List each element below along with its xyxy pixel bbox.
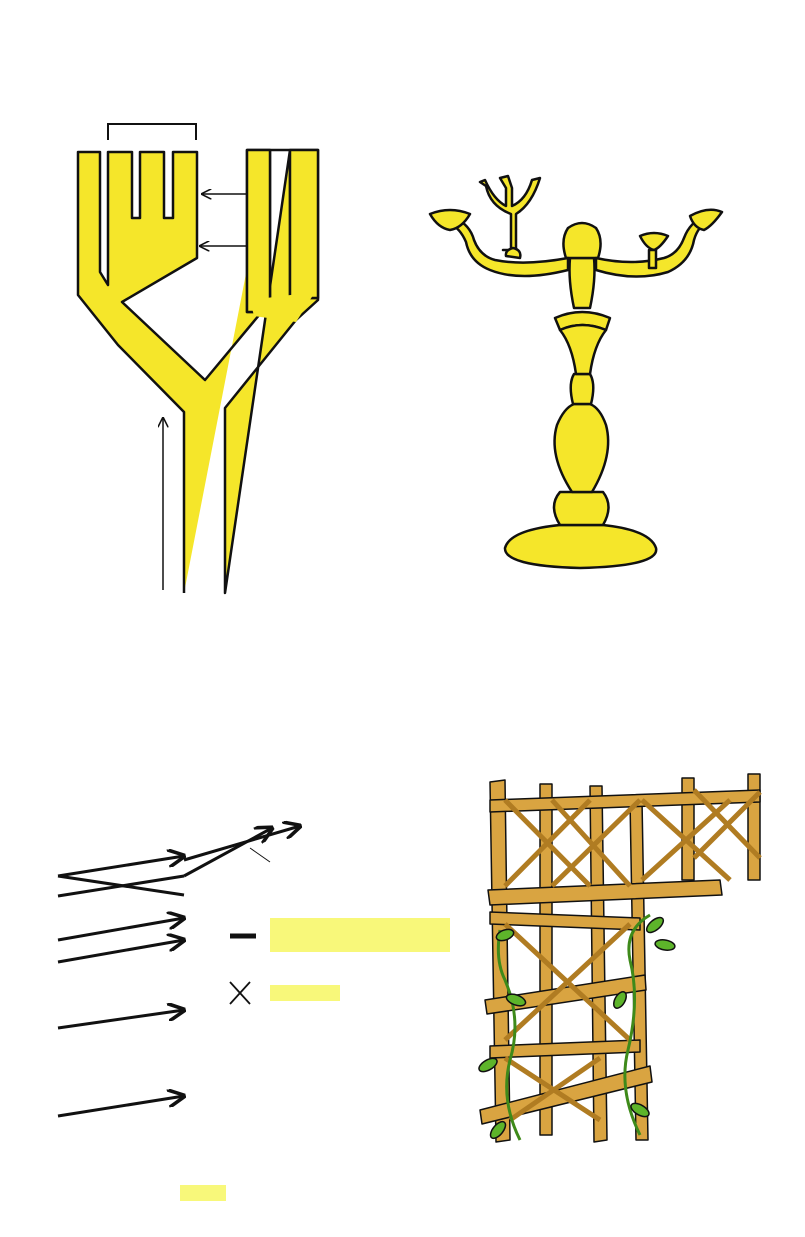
candelabra-tree [76, 123, 320, 595]
bracket [107, 123, 197, 140]
population-growth-arrows [57, 826, 300, 1118]
legend-gene-flow-swatch [229, 981, 251, 1005]
candelabra-illustration [428, 174, 724, 570]
legend-gene-flow-highlight [270, 985, 340, 1001]
legend-growth-highlight [270, 918, 450, 952]
sapiens-leader-line [249, 847, 271, 863]
garden-trellis-illustration [478, 773, 762, 1143]
trellis-diagram [57, 826, 450, 1201]
tree-shape [76, 148, 320, 595]
space-label-highlight [180, 1185, 226, 1201]
